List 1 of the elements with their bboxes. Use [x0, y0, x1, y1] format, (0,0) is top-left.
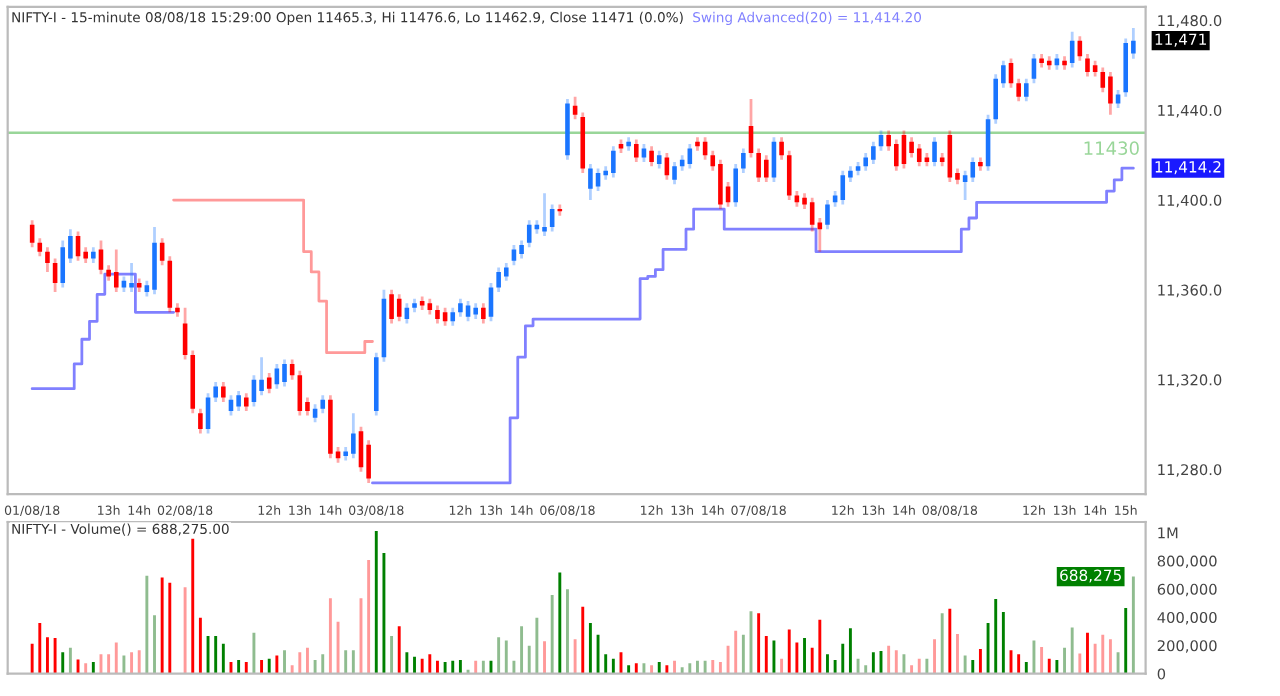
ref-line-label: 11430 — [1084, 141, 1139, 155]
